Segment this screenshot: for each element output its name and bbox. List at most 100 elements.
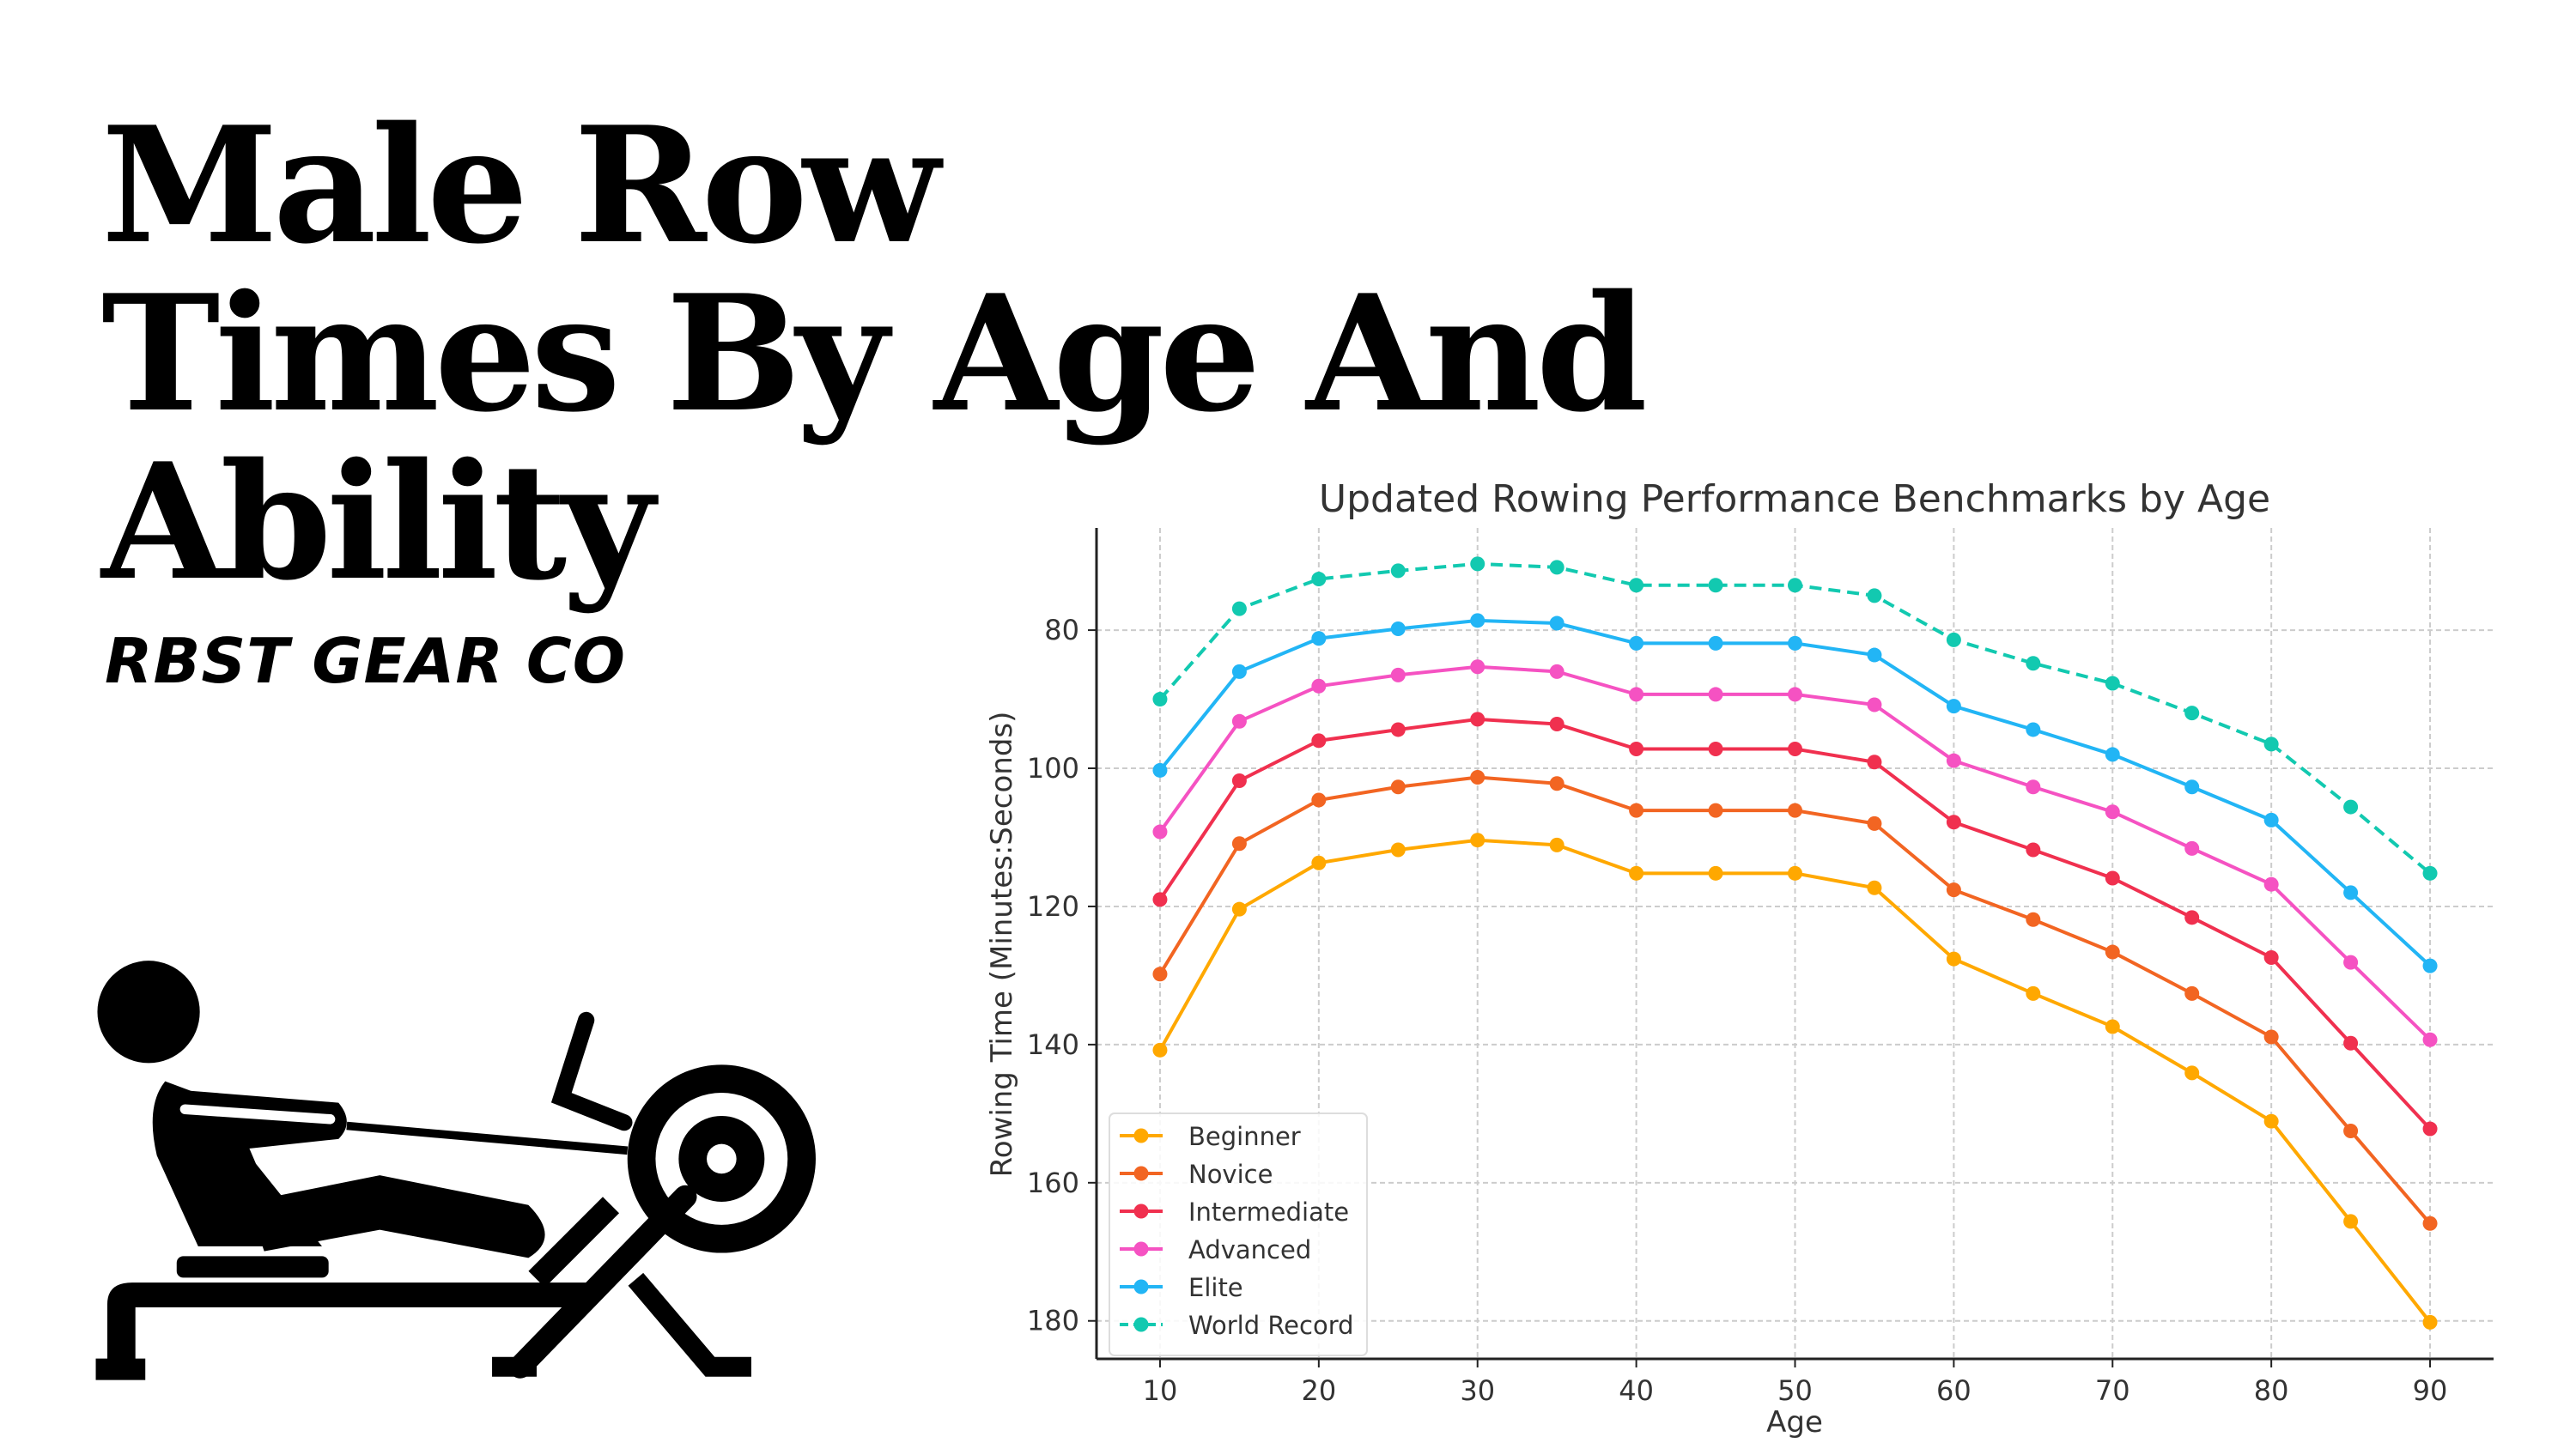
data-point xyxy=(2105,944,2120,960)
data-point xyxy=(1867,755,1882,770)
data-point xyxy=(1470,769,1485,785)
data-point xyxy=(2026,842,2041,858)
data-point xyxy=(2026,985,2041,1001)
data-point xyxy=(1231,836,1247,852)
data-point xyxy=(1231,773,1247,789)
data-point xyxy=(1946,882,1961,898)
x-tick-label: 40 xyxy=(1619,1374,1654,1407)
y-tick-label: 100 xyxy=(1027,752,1079,785)
data-point xyxy=(2343,1035,2359,1051)
data-point xyxy=(1946,632,1961,647)
data-point xyxy=(2422,1216,2438,1231)
data-point xyxy=(1470,712,1485,727)
legend-box xyxy=(1109,1113,1368,1356)
y-tick-label: 140 xyxy=(1027,1028,1079,1061)
data-point xyxy=(2422,865,2438,881)
axes: 10 20 30 40 50 60 70 80 90 80 100 120 140 160 180 xyxy=(1027,528,2494,1407)
data-point xyxy=(1311,792,1327,808)
data-point xyxy=(1549,717,1564,732)
data-point xyxy=(1152,824,1168,840)
data-point xyxy=(1708,741,1723,756)
data-point xyxy=(2184,1065,2200,1081)
data-point xyxy=(1549,776,1564,791)
data-point xyxy=(1788,687,1802,702)
data-point xyxy=(1867,697,1882,712)
data-point xyxy=(1470,833,1485,848)
data-point xyxy=(2105,870,2120,886)
data-point xyxy=(1946,753,1961,768)
data-point xyxy=(1549,615,1564,631)
x-tick-label: 30 xyxy=(1460,1374,1495,1407)
data-point xyxy=(2105,747,2120,762)
chart-title: Updated Rowing Performance Benchmarks by… xyxy=(1319,477,2270,521)
x-tick-label: 60 xyxy=(1936,1374,1971,1407)
legend-marker xyxy=(1133,1203,1149,1219)
y-tick-label: 180 xyxy=(1027,1305,1079,1337)
data-point xyxy=(2343,1214,2359,1229)
data-point xyxy=(1311,855,1327,870)
y-axis-label: Rowing Time (Minutes:Seconds) xyxy=(985,712,1019,1178)
data-point xyxy=(1788,865,1802,881)
data-point xyxy=(1629,578,1644,593)
data-point xyxy=(2184,985,2200,1001)
data-point xyxy=(1311,733,1327,749)
data-point xyxy=(1867,588,1882,603)
data-point xyxy=(1788,635,1802,651)
data-point xyxy=(1152,692,1168,707)
data-point xyxy=(2184,910,2200,925)
data-point xyxy=(1152,967,1168,982)
legend-marker xyxy=(1133,1279,1149,1294)
data-point xyxy=(1708,865,1723,881)
data-point xyxy=(2263,1113,2279,1129)
data-point xyxy=(1390,779,1406,795)
legend-label: Advanced xyxy=(1188,1235,1311,1264)
data-point xyxy=(2343,885,2359,900)
heading-line-1: Male Row xyxy=(101,91,940,279)
data-point xyxy=(1470,659,1485,675)
data-point xyxy=(1629,865,1644,881)
data-point xyxy=(1867,880,1882,895)
legend-label: Intermediate xyxy=(1188,1197,1349,1227)
data-point xyxy=(1867,647,1882,663)
data-point xyxy=(2263,949,2279,965)
data-point xyxy=(1708,578,1723,593)
legend-marker xyxy=(1133,1128,1149,1143)
legend-marker xyxy=(1133,1241,1149,1257)
data-point xyxy=(2184,779,2200,795)
data-point xyxy=(2422,1314,2438,1330)
data-point xyxy=(2026,779,2041,795)
data-point xyxy=(1311,631,1327,646)
y-tick-label: 160 xyxy=(1027,1167,1079,1199)
x-tick-label: 90 xyxy=(2413,1374,2448,1407)
data-point xyxy=(1152,1042,1168,1058)
data-point xyxy=(1152,762,1168,778)
data-point xyxy=(1390,667,1406,682)
x-axis-label: Age xyxy=(1766,1405,1823,1440)
data-point xyxy=(1152,892,1168,907)
data-point xyxy=(1390,842,1406,858)
data-point xyxy=(2343,799,2359,815)
data-point xyxy=(2026,722,2041,737)
data-point xyxy=(1549,560,1564,575)
data-point xyxy=(1390,621,1406,636)
data-point xyxy=(2263,876,2279,892)
data-point xyxy=(1311,572,1327,587)
x-tick-label: 70 xyxy=(2095,1374,2130,1407)
x-tick-label: 50 xyxy=(1777,1374,1813,1407)
data-point xyxy=(1629,635,1644,651)
data-point xyxy=(1867,815,1882,831)
data-point xyxy=(1470,613,1485,628)
series-layer xyxy=(1152,556,2438,1330)
data-point xyxy=(2263,1029,2279,1045)
x-tick-label: 10 xyxy=(1143,1374,1178,1407)
data-point xyxy=(1788,578,1802,593)
data-point xyxy=(1390,563,1406,579)
data-point xyxy=(1231,713,1247,729)
legend: Beginner Novice Intermediate Advanced Elite W… xyxy=(1109,1113,1368,1356)
data-point xyxy=(1470,556,1485,572)
data-point xyxy=(2105,676,2120,691)
data-point xyxy=(1231,601,1247,616)
brand-name: RBST GEAR CO xyxy=(105,625,626,697)
